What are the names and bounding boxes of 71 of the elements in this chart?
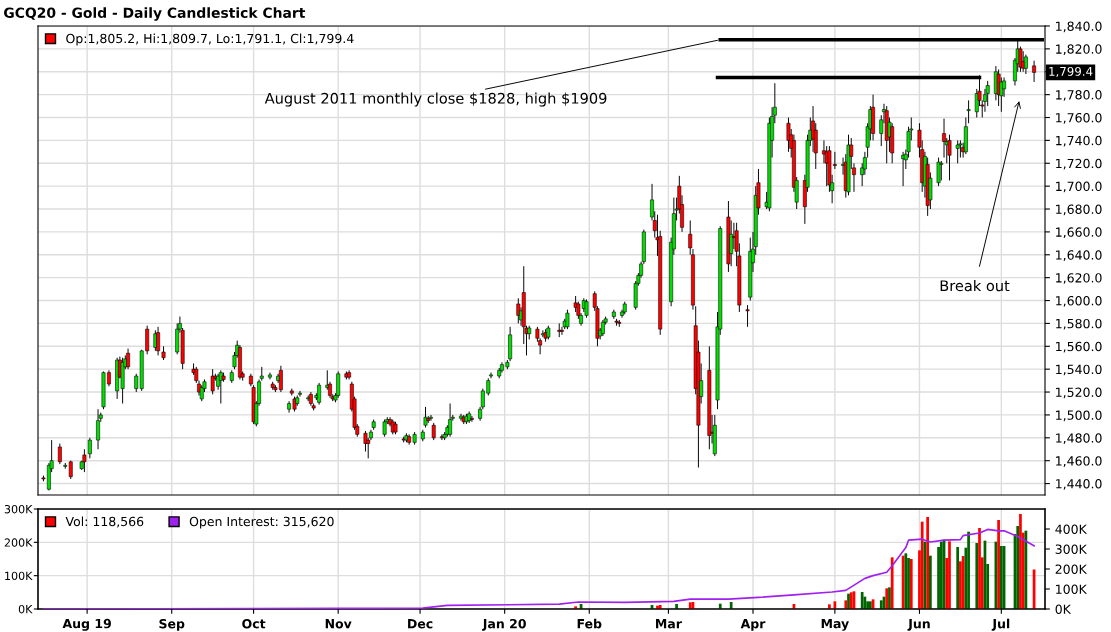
x-tick-label: Dec xyxy=(408,619,433,629)
annotation: 1,799.4 xyxy=(1049,66,1093,78)
legend-label: Open Interest: 315,620 xyxy=(189,516,334,529)
x-tick-label: Nov xyxy=(325,619,352,629)
bar xyxy=(975,543,979,609)
y-tick-label: 1,820.0 xyxy=(1056,44,1102,56)
bar xyxy=(1016,526,1020,609)
bar xyxy=(956,547,960,609)
y-tick-label: 1,660.0 xyxy=(1056,227,1102,239)
bar xyxy=(997,520,1000,609)
bar xyxy=(866,601,869,609)
candlestick xyxy=(87,437,92,459)
x-tick-label: May xyxy=(821,619,849,631)
x-tick-label: Aug 19 xyxy=(62,618,111,631)
y-tick-label: 1,520.0 xyxy=(1056,387,1102,399)
y-tick-label: 1,840.0 xyxy=(1056,21,1102,33)
bar xyxy=(967,531,970,609)
candlestick xyxy=(557,322,562,338)
candlestick xyxy=(745,304,750,328)
y-tick-label: 1,440.0 xyxy=(1056,479,1102,490)
x-tick-label: Oct xyxy=(242,618,266,629)
y-tick-label: 1,480.0 xyxy=(1056,433,1102,445)
bar xyxy=(926,517,930,609)
candlestick xyxy=(1032,60,1036,83)
y-tick-label: 1,600.0 xyxy=(1056,296,1102,307)
bar xyxy=(890,557,894,609)
x-tick-label: Mar xyxy=(656,619,682,629)
bar xyxy=(860,592,864,609)
y-tick-label: 100K xyxy=(5,571,33,581)
candlestick xyxy=(939,160,944,181)
y-tick-label: 1,460.0 xyxy=(1056,456,1102,467)
candlestick xyxy=(936,157,941,187)
bar xyxy=(844,600,848,609)
bar xyxy=(948,541,951,609)
line-series xyxy=(42,528,1035,609)
y-tick-label: 300K xyxy=(4,504,33,514)
y-tick-label: 1,640.0 xyxy=(1056,250,1102,261)
y-tick-label: 1,740.0 xyxy=(1056,135,1102,147)
y-tick-label: 0K xyxy=(18,604,33,614)
candlestick xyxy=(336,370,341,399)
annotation: August 2011 monthly close $1828, high $1909 xyxy=(264,92,607,107)
x-tick-label: Jul xyxy=(991,618,1010,631)
x-tick-label: Jun xyxy=(907,619,930,631)
y-tick-label: 1,560.0 xyxy=(1056,341,1102,353)
y-tick-label: 1,580.0 xyxy=(1056,318,1102,330)
legend-label: Vol: 118,566 xyxy=(65,516,144,528)
bar xyxy=(978,528,981,609)
bar xyxy=(729,602,733,609)
y-tick-label: 1,620.0 xyxy=(1056,273,1102,284)
y-tick-label: 1,540.0 xyxy=(1056,364,1102,376)
bar xyxy=(929,555,932,609)
annotation: Break out xyxy=(940,279,1010,292)
y-tick-label: 1,700.0 xyxy=(1056,181,1102,193)
x-tick-label: Apr xyxy=(740,619,766,631)
y-tick-label: 1,680.0 xyxy=(1056,204,1102,216)
y-tick-label: 200K xyxy=(4,538,33,547)
bar xyxy=(828,604,831,609)
chart-title: GCQ20 - Gold - Daily Candlestick Chart xyxy=(4,7,306,21)
x-tick-label: Jan 20 xyxy=(482,618,526,631)
bar xyxy=(1019,514,1022,609)
y-tick-label: 1,760.0 xyxy=(1056,112,1102,124)
bar xyxy=(879,600,883,609)
x-tick-label: Sep xyxy=(159,618,185,631)
bar xyxy=(920,521,924,609)
candlestick xyxy=(57,443,62,465)
y2-tick-label: 400K xyxy=(1055,524,1088,534)
x-tick-label: Feb xyxy=(577,618,602,629)
y-tick-label: 1,780.0 xyxy=(1056,90,1102,101)
y-tick-label: 1,720.0 xyxy=(1056,158,1102,170)
legend-label: Op:1,805.2, Hi:1,809.7, Lo:1,791.1, Cl:1,799.4 xyxy=(66,33,354,46)
y-tick-label: 1,500.0 xyxy=(1056,410,1102,422)
